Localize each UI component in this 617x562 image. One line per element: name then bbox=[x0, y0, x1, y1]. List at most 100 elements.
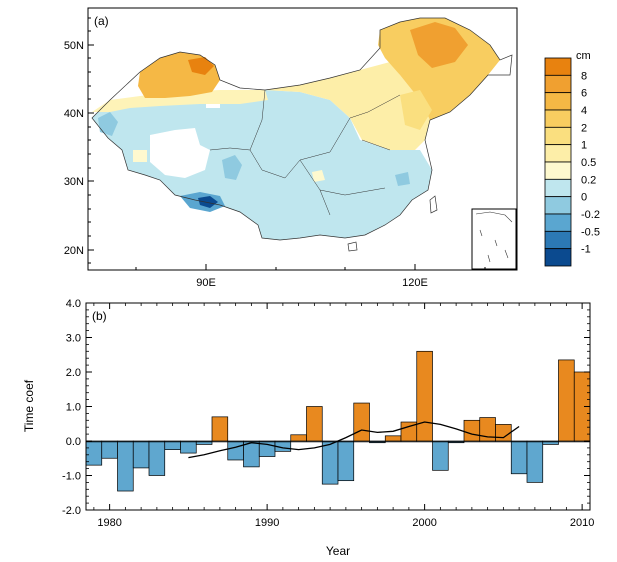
y-tick-label: 4.0 bbox=[66, 298, 81, 310]
colorbar-swatch bbox=[544, 57, 572, 76]
colorbar-label: -0.2 bbox=[581, 209, 600, 221]
bar-2000 bbox=[416, 350, 433, 442]
x-axis-label: Year bbox=[326, 544, 350, 558]
taiwan-island bbox=[429, 195, 438, 214]
colorbar-swatch bbox=[544, 213, 572, 232]
hainan-island bbox=[347, 241, 358, 252]
y-tick-label: 2.0 bbox=[66, 367, 81, 379]
colorbar-swatch bbox=[544, 144, 572, 163]
colorbar-swatch bbox=[544, 161, 572, 180]
y-axis-label: Time coef bbox=[22, 379, 36, 432]
colorbar-label: 8 bbox=[581, 70, 587, 82]
map-region-positive-ne-strong bbox=[410, 22, 468, 68]
bar-2005 bbox=[495, 424, 512, 442]
colorbar-unit: cm bbox=[576, 50, 591, 62]
bar-2009 bbox=[558, 359, 575, 442]
colorbar: 8 6 4 2 1 0.5 0.2 0 -0.2 -0.5 -1 bbox=[544, 57, 600, 267]
bar-2001 bbox=[432, 440, 449, 471]
china-border bbox=[91, 17, 513, 241]
map-lon-ticks bbox=[135, 264, 486, 270]
colorbar-swatch bbox=[544, 74, 572, 94]
colorbar-label: 0.5 bbox=[581, 157, 596, 169]
colorbar-swatch bbox=[544, 92, 572, 111]
bar-2008 bbox=[542, 440, 559, 445]
colorbar-label: 2 bbox=[581, 122, 587, 134]
y-tick-label: 1.0 bbox=[66, 402, 81, 414]
lat-tick-label: 30N bbox=[64, 176, 84, 188]
lon-tick-label: 90E bbox=[196, 277, 216, 289]
bar-1993 bbox=[306, 406, 323, 442]
bar-1995 bbox=[337, 440, 355, 482]
bar-1987 bbox=[211, 416, 229, 442]
colorbar-label: -1 bbox=[581, 244, 591, 256]
colorbar-swatch bbox=[544, 248, 572, 267]
province-lines bbox=[209, 89, 401, 216]
colorbar-swatch bbox=[544, 126, 572, 146]
bar-1981 bbox=[117, 440, 134, 492]
y-tick-label: 3.0 bbox=[66, 333, 81, 345]
bar-2006 bbox=[510, 440, 528, 475]
x-tick-label: 1990 bbox=[255, 517, 279, 529]
y-tick-label: -2.0 bbox=[62, 505, 81, 517]
colorbar-swatch bbox=[544, 178, 572, 198]
colorbar-label: 4 bbox=[581, 105, 587, 117]
bar-1982 bbox=[132, 440, 150, 469]
x-tick-label: 2000 bbox=[412, 517, 436, 529]
x-tick-label: 2010 bbox=[570, 517, 594, 529]
x-axis: 1980 1990 2000 2010 bbox=[93, 303, 594, 529]
bar-2003 bbox=[463, 419, 481, 442]
bar-1980 bbox=[101, 440, 118, 459]
smoothed-trend-line bbox=[188, 421, 520, 459]
bar-1998 bbox=[384, 435, 402, 442]
y-tick-label: -1.0 bbox=[62, 471, 81, 483]
inset-frame bbox=[471, 208, 517, 270]
bar-1994 bbox=[321, 440, 339, 485]
bar-panel: -2.0 -1.0 0.0 1.0 2.0 3.0 4.0 1980 1990 2000 2010… bbox=[22, 298, 594, 558]
bar-1983 bbox=[148, 440, 166, 476]
bar-1985 bbox=[180, 440, 197, 454]
lat-tick-label: 50N bbox=[64, 40, 84, 52]
south-china-sea-inset bbox=[471, 208, 517, 270]
bar-1992 bbox=[290, 434, 307, 442]
map-region-negative-mid bbox=[222, 155, 242, 180]
map-region-negative bbox=[92, 90, 432, 240]
colorbar-label: -0.5 bbox=[581, 226, 600, 238]
bar-1996 bbox=[353, 402, 370, 442]
lat-tick-label: 20N bbox=[64, 245, 84, 257]
map-panel: (a) 50N 40N 30N 20N 90E 120E 8 6 4 2 1 0.5 0.2… bbox=[64, 7, 600, 289]
map-region-positive-nw-strong bbox=[188, 57, 214, 75]
map-region-positive-small-1 bbox=[133, 150, 147, 162]
map-region-negative-max bbox=[198, 196, 218, 208]
lat-tick-label: 40N bbox=[64, 108, 84, 120]
colorbar-swatch bbox=[544, 109, 572, 128]
bar-1988 bbox=[227, 440, 244, 461]
map-region-positive-small-2 bbox=[312, 170, 325, 182]
map-boundaries bbox=[91, 17, 513, 252]
lon-tick-label: 120E bbox=[402, 277, 428, 289]
inset-coastline bbox=[475, 211, 513, 263]
map-nodata-tibet bbox=[150, 128, 210, 178]
bar-1986 bbox=[195, 440, 213, 445]
colorbar-label: 1 bbox=[581, 140, 587, 152]
colorbar-label: 0.2 bbox=[581, 174, 596, 186]
colorbar-swatch bbox=[544, 196, 572, 215]
colorbar-label: 0 bbox=[581, 192, 587, 204]
map-region-positive-ne bbox=[378, 18, 500, 120]
map-region-positive-ne-2 bbox=[400, 90, 432, 130]
map-region-negative-mid-3 bbox=[395, 172, 410, 186]
map-shading bbox=[92, 18, 500, 240]
map-lat-ticks bbox=[88, 17, 94, 264]
colorbar-swatch bbox=[544, 230, 572, 250]
y-tick-label: 0.0 bbox=[66, 436, 81, 448]
bar-panel-label: (b) bbox=[92, 309, 107, 323]
x-tick-label: 1980 bbox=[97, 517, 121, 529]
map-region-negative-mid-2 bbox=[98, 112, 118, 136]
map-region-positive-north bbox=[265, 62, 430, 150]
map-panel-label: (a) bbox=[94, 14, 109, 28]
bar-2007 bbox=[526, 440, 544, 483]
map-region-positive-low-nw bbox=[92, 90, 268, 112]
y-axis: -2.0 -1.0 0.0 1.0 2.0 3.0 4.0 bbox=[62, 298, 590, 517]
colorbar-label: 6 bbox=[581, 88, 587, 100]
bar-series bbox=[85, 350, 591, 492]
